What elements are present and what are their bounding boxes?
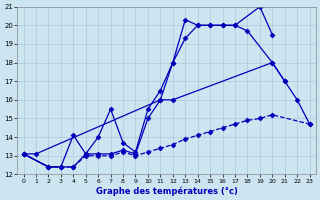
X-axis label: Graphe des températures (°c): Graphe des températures (°c) [96,186,237,196]
